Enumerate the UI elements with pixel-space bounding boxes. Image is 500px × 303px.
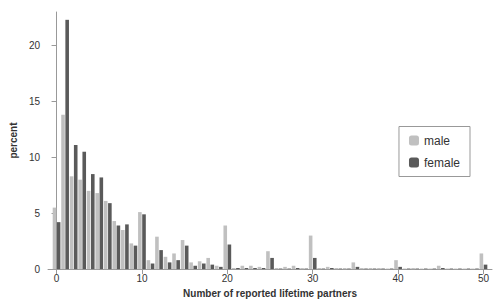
svg-text:30: 30 (307, 273, 319, 284)
svg-text:0: 0 (34, 264, 40, 275)
svg-text:0: 0 (54, 273, 60, 284)
svg-text:20: 20 (222, 273, 234, 284)
svg-text:percent: percent (8, 122, 19, 159)
svg-text:15: 15 (29, 96, 41, 107)
svg-text:male: male (424, 134, 450, 148)
svg-text:10: 10 (136, 273, 148, 284)
svg-text:10: 10 (29, 152, 41, 163)
svg-text:50: 50 (478, 273, 490, 284)
svg-text:female: female (424, 156, 460, 170)
svg-text:Number of reported lifetime pa: Number of reported lifetime partners (183, 288, 357, 299)
svg-text:20: 20 (29, 40, 41, 51)
svg-text:5: 5 (34, 208, 40, 219)
svg-text:40: 40 (393, 273, 405, 284)
